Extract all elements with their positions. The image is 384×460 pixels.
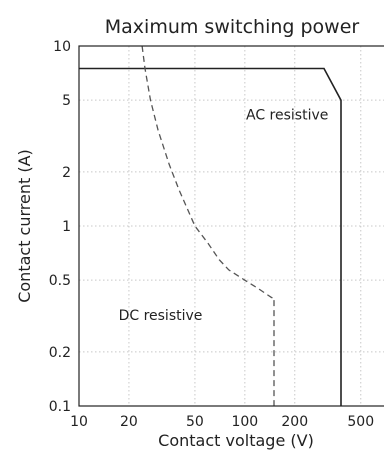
x-tick-label: 100 [231,414,258,430]
dc-resistive-label: DC resistive [119,308,203,324]
y-tick-label: 0.2 [49,345,71,361]
ac-resistive-label: AC resistive [246,108,328,124]
x-tick-label: 200 [281,414,308,430]
y-tick-label: 5 [62,93,71,109]
series-layer [79,45,342,406]
y-tick-label: 0.1 [49,399,71,415]
x-tick-label: 10 [70,414,88,430]
grid [79,46,384,406]
tick-labels: 10 20 50 100 200 500 0.1 0.2 0.5 1 2 5 10 [49,39,374,430]
plot-frame [78,45,384,407]
y-tick-label: 2 [62,165,71,181]
dc-resistive-line [141,45,275,406]
ac-resistive-line [79,67,342,406]
y-tick-label: 0.5 [49,273,71,289]
x-axis-label: Contact voltage (V) [158,431,314,450]
chart-title: Maximum switching power [105,16,360,38]
y-axis-label: Contact current (A) [15,149,34,303]
y-tick-label: 1 [62,219,71,235]
x-tick-label: 500 [347,414,374,430]
annotations: AC resistive DC resistive [119,108,329,325]
x-tick-label: 20 [120,414,138,430]
x-tick-label: 50 [186,414,204,430]
y-tick-label: 10 [53,39,71,55]
